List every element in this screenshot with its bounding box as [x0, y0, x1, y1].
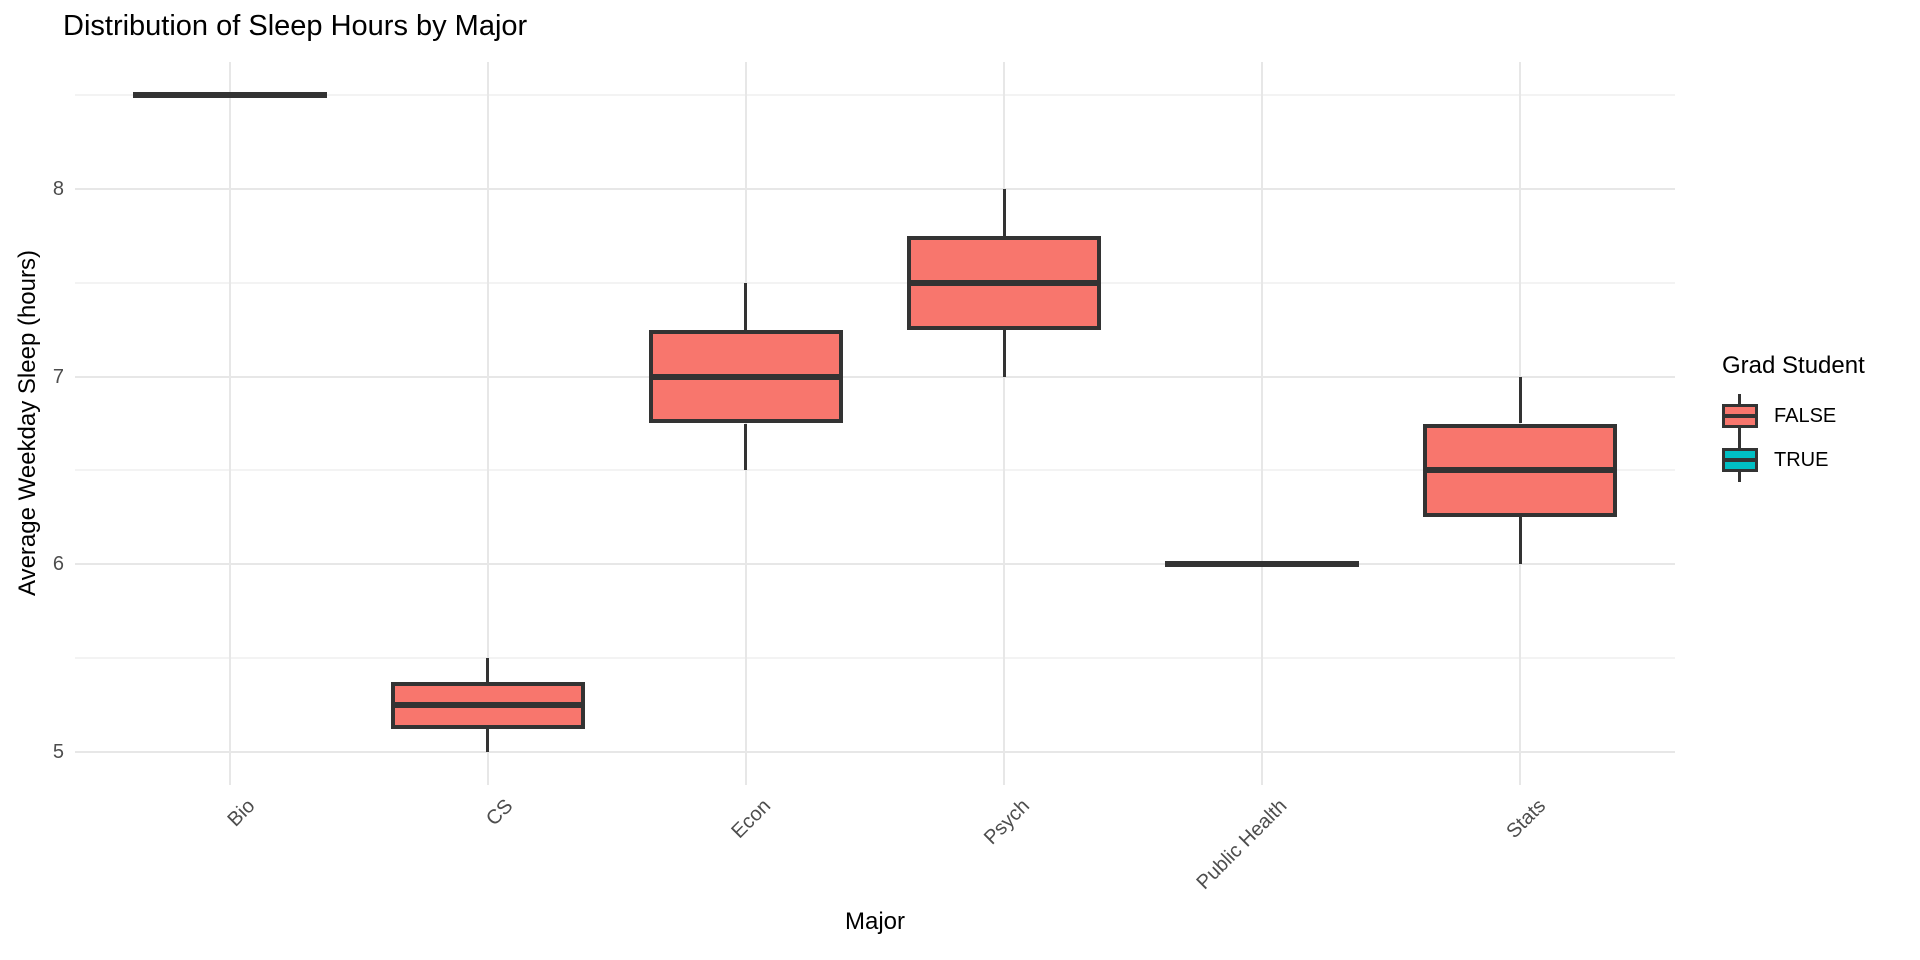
boxplot-stats-whisker-upper — [1518, 376, 1522, 424]
x-tick-label: Econ — [727, 795, 776, 843]
boxplot-key-icon — [1722, 438, 1758, 482]
legend-label-true: TRUE — [1774, 448, 1829, 471]
panel — [75, 62, 1675, 785]
boxplot-stats-whisker-lower — [1518, 517, 1522, 565]
x-tick-label: Psych — [979, 795, 1034, 850]
y-tick-label: 6 — [52, 553, 64, 576]
boxplot-psych-whisker-upper — [1002, 188, 1006, 236]
gridline-y-minor — [75, 657, 1675, 660]
x-tick-label: Public Health — [1192, 795, 1292, 894]
gridline-x — [1003, 62, 1006, 785]
boxplot-econ-whisker-upper — [744, 282, 748, 330]
boxplot-econ-box — [648, 329, 843, 424]
boxplot-cs-median-line — [394, 702, 581, 709]
boxplot-public-health-flat-line — [1165, 561, 1360, 568]
boxplot-psych-median-line — [911, 279, 1098, 286]
gridline-y-minor — [75, 281, 1675, 284]
gridline-x — [486, 62, 489, 785]
x-tick-label: Bio — [223, 795, 260, 831]
key-median — [1725, 458, 1755, 462]
gridline-y-minor — [75, 469, 1675, 472]
legend-label-false: FALSE — [1774, 404, 1837, 427]
boxplot-econ-median-line — [652, 373, 839, 380]
gridline-x — [228, 62, 231, 785]
gridline-x — [1261, 62, 1264, 785]
legend-title: Grad Student — [1722, 352, 1865, 379]
boxplot-psych-box — [907, 235, 1102, 330]
boxplot-cs-box — [390, 681, 585, 729]
boxplot-psych-whisker-lower — [1002, 329, 1006, 377]
gridline-y-minor — [75, 93, 1675, 96]
boxplot-stats-median-line — [1427, 467, 1614, 474]
key-box-false — [1722, 404, 1758, 428]
y-tick-label: 5 — [52, 741, 64, 764]
plot-title: Distribution of Sleep Hours by Major — [63, 10, 528, 42]
key-box-true — [1722, 448, 1758, 472]
gridline-y-major — [75, 187, 1675, 190]
y-tick-label: 8 — [52, 177, 64, 200]
boxplot-cs-whisker-lower — [486, 728, 490, 753]
x-axis-title: Major — [844, 908, 905, 935]
x-tick-label: Stats — [1501, 795, 1550, 843]
legend-item-true: TRUE — [1722, 438, 1865, 482]
gridline-y-major — [75, 375, 1675, 378]
legend: Grad Student FALSE TRUE — [1722, 352, 1865, 482]
gridline-y-major — [75, 563, 1675, 566]
gridline-y-major — [75, 751, 1675, 754]
boxplot-key-icon — [1722, 394, 1758, 438]
boxplot-bio-flat-line — [132, 91, 327, 98]
y-tick-label: 7 — [52, 365, 64, 388]
boxplot-stats-box — [1423, 423, 1618, 518]
boxplot-cs-whisker-upper — [486, 658, 490, 682]
legend-item-false: FALSE — [1722, 394, 1865, 438]
boxplot-econ-whisker-lower — [744, 423, 748, 471]
key-median — [1725, 414, 1755, 418]
x-tick-label: CS — [482, 795, 518, 831]
y-axis-title: Average Weekday Sleep (hours) — [14, 250, 41, 596]
